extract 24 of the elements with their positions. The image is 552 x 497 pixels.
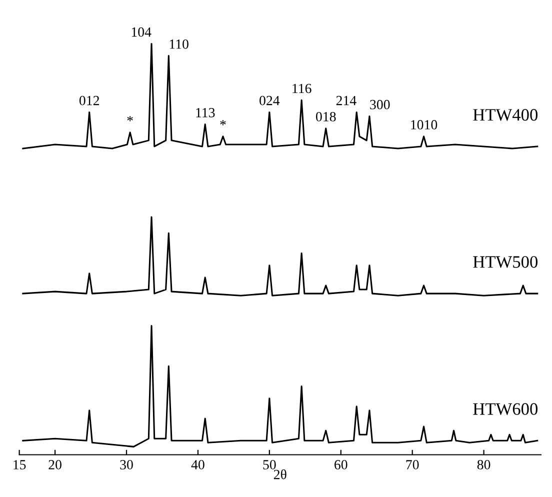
- x-tick-label: 50: [263, 460, 276, 470]
- series-label: HTW500: [473, 256, 538, 268]
- annotation: 018: [316, 112, 336, 122]
- x-tick-label: 80: [477, 460, 490, 470]
- annotation: 214: [336, 96, 356, 106]
- x-tick-label: 15: [14, 460, 26, 470]
- annotation: *: [220, 120, 226, 126]
- x-tick-label: 60: [334, 460, 348, 470]
- annotation: 110: [170, 39, 188, 49]
- x-tick-label: 70: [406, 460, 419, 470]
- series-label: HTW600: [473, 403, 538, 415]
- annotation: 116: [292, 84, 312, 94]
- series-label: HTW400: [473, 109, 538, 121]
- annotation: 024: [260, 96, 280, 106]
- annotation: 1010: [411, 120, 438, 130]
- x-tick-label: 40: [191, 460, 204, 470]
- annotation: 012: [79, 96, 99, 106]
- x-tick-label: 30: [120, 460, 133, 470]
- annotation: 300: [370, 100, 390, 110]
- annotation: *: [127, 116, 133, 122]
- annotation: 104: [132, 27, 152, 37]
- x-tick-label: 20: [48, 460, 62, 470]
- annotation: 113: [196, 108, 215, 118]
- x-axis-title: 2θ: [274, 469, 286, 480]
